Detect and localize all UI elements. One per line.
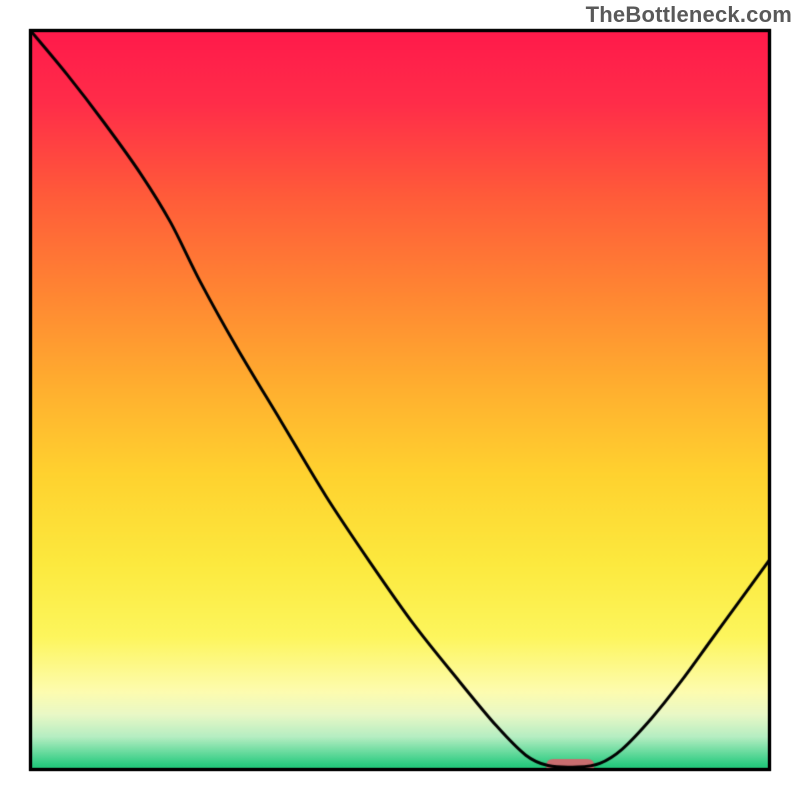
watermark-label: TheBottleneck.com <box>586 2 792 28</box>
bottleneck-curve-overlay <box>0 0 800 800</box>
chart-stage: TheBottleneck.com <box>0 0 800 800</box>
